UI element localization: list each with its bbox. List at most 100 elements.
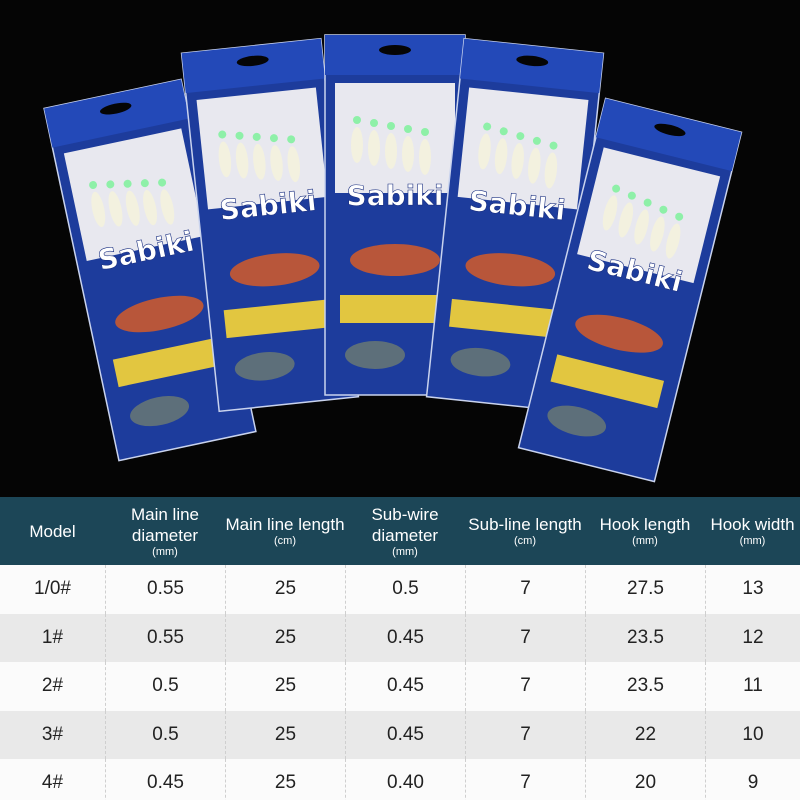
- table-cell: 7: [465, 613, 585, 662]
- table-cell: 0.45: [345, 710, 465, 759]
- header-cell: Main line length (cm): [225, 497, 345, 565]
- fish-picture: [350, 244, 440, 276]
- lure: [108, 191, 123, 227]
- table-cell: 0.55: [105, 565, 225, 614]
- lure-bead: [483, 122, 492, 131]
- table-row: 1# 0.55 25 0.45 7 23.5 12: [0, 613, 800, 662]
- lure: [253, 143, 266, 180]
- lure-bead: [140, 179, 149, 188]
- lure-bead: [643, 198, 652, 207]
- table-cell: 10: [705, 710, 800, 759]
- lure: [143, 189, 157, 226]
- table-row: 4# 0.45 25 0.40 7 20 9: [0, 759, 800, 800]
- lure-bead: [612, 184, 621, 193]
- brand-label: Sabiki: [347, 179, 444, 212]
- table-cell: 23.5: [585, 662, 705, 711]
- lure: [665, 223, 681, 259]
- lure-bead: [353, 116, 361, 124]
- fish-picture: [575, 314, 663, 353]
- size-tag: [223, 298, 336, 339]
- lure: [218, 141, 232, 178]
- table-cell: 9: [705, 759, 800, 800]
- lure-bead: [532, 136, 541, 145]
- lure-bead: [370, 119, 378, 127]
- lure-bead: [516, 132, 525, 141]
- hang-hole: [379, 45, 411, 55]
- table-cell: 0.45: [105, 759, 225, 800]
- lure: [125, 190, 140, 226]
- table-cell: 13: [705, 565, 800, 614]
- header-cell: Hook length (mm): [585, 497, 705, 565]
- header-unit: (mm): [632, 535, 658, 547]
- header-title: Main line diameter: [130, 504, 200, 545]
- fish-picture: [115, 295, 204, 333]
- fish-picture: [229, 253, 320, 287]
- lure-bead: [252, 132, 261, 141]
- lure: [602, 195, 618, 231]
- lure-bead: [499, 127, 508, 136]
- spec-table: Model Main line diameter (mm) Main line len…: [0, 497, 800, 800]
- table-cell: 25: [225, 759, 345, 800]
- lure: [650, 216, 665, 252]
- header-unit: (cm): [514, 535, 536, 547]
- table-cell: 0.5: [345, 565, 465, 614]
- lure-bead: [89, 180, 98, 189]
- table-cell: 0.55: [105, 613, 225, 662]
- table-cell: 7: [465, 565, 585, 614]
- lure: [160, 189, 175, 225]
- size-tag: [449, 298, 562, 339]
- table-cell: 25: [225, 710, 345, 759]
- hang-hole: [516, 55, 549, 67]
- lure: [91, 191, 106, 228]
- header-title: Sub-line length: [468, 515, 582, 534]
- lure: [402, 136, 414, 172]
- size-tag: [112, 336, 227, 388]
- table-cell: 7: [465, 759, 585, 800]
- fish-picture: [465, 253, 556, 287]
- header-unit: (mm): [152, 545, 178, 558]
- packet: Sabiki: [43, 78, 257, 462]
- table-cell: 11: [705, 662, 800, 711]
- table-cell: 7: [465, 662, 585, 711]
- lure: [419, 139, 431, 175]
- header-cell: Sub-wire diameter (mm): [345, 497, 465, 565]
- table-row: 3# 0.5 25 0.45 7 22 10: [0, 710, 800, 759]
- header-cell: Sub-line length (cm): [465, 497, 585, 565]
- lure-bead: [123, 179, 132, 188]
- fish-picture: [234, 352, 295, 381]
- table-cell: 12: [705, 613, 800, 662]
- table-cell: 1/0#: [34, 578, 71, 600]
- header-row: Model Main line diameter (mm) Main line len…: [0, 497, 800, 565]
- header-cell: Hook width (mm): [705, 497, 800, 565]
- table-cell: 1#: [41, 626, 64, 648]
- lure-bead: [106, 180, 115, 189]
- header-cell: Main line diameter (mm): [105, 497, 225, 565]
- header-title: Main line length: [225, 515, 345, 534]
- header-title: Hook length: [599, 515, 691, 534]
- lure-bead: [235, 131, 244, 140]
- header-title: Hook width: [710, 515, 795, 534]
- header-title: Model: [29, 521, 76, 541]
- lure: [368, 130, 380, 166]
- lure: [511, 143, 524, 179]
- table-cell: 7: [465, 710, 585, 759]
- packet-header: [181, 38, 325, 94]
- hang-hole: [654, 123, 686, 137]
- table-cell: 0.5: [105, 662, 225, 711]
- fish-picture: [547, 405, 607, 437]
- fish-picture: [450, 347, 511, 377]
- header-unit: (mm): [392, 545, 418, 558]
- table-cell: 0.45: [345, 662, 465, 711]
- header-title: Sub-wire diameter: [371, 504, 439, 545]
- table-cell: 25: [225, 565, 345, 614]
- lure-bead: [269, 134, 278, 143]
- packet: Sabiki: [517, 97, 743, 483]
- lure: [618, 202, 634, 238]
- table-row: 1/0# 0.55 25 0.5 7 27.5 13: [0, 565, 800, 614]
- packet-header: [460, 38, 604, 94]
- lure-bead: [675, 212, 684, 221]
- table-cell: 27.5: [585, 565, 705, 614]
- lure: [385, 133, 397, 169]
- lure-bead: [404, 125, 412, 133]
